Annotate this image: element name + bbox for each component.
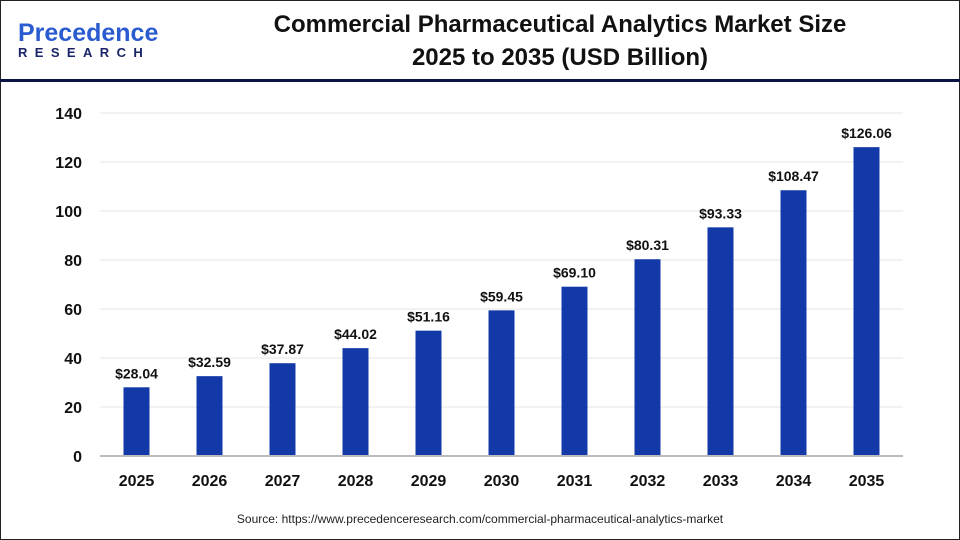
data-label: $126.06: [841, 125, 892, 141]
x-tick-label: 2033: [703, 473, 739, 490]
x-tick-label: 2025: [119, 473, 155, 490]
data-label: $108.47: [768, 168, 819, 184]
logo-subtext: RESEARCH: [18, 45, 151, 60]
bar: [853, 147, 880, 456]
bar: [780, 190, 807, 456]
x-tick-label: 2030: [484, 473, 520, 490]
data-label: $69.10: [553, 265, 596, 281]
x-tick-label: 2028: [338, 473, 374, 490]
data-label: $37.87: [261, 341, 304, 357]
data-label: $44.02: [334, 326, 377, 342]
bar: [196, 376, 223, 456]
bar: [342, 348, 369, 456]
y-tick-label: 60: [64, 302, 82, 319]
bar: [415, 330, 442, 456]
x-tick-label: 2032: [630, 473, 666, 490]
data-label: $28.04: [115, 365, 158, 381]
data-label: $93.33: [699, 205, 742, 221]
y-tick-label: 100: [55, 204, 82, 221]
bar: [634, 259, 661, 456]
header-divider: [0, 79, 960, 82]
y-tick-label: 120: [55, 155, 82, 172]
bar: [488, 310, 515, 456]
chart-title: Commercial Pharmaceutical Analytics Mark…: [190, 8, 930, 74]
bar: [123, 387, 150, 456]
data-label: $59.45: [480, 288, 523, 304]
x-tick-label: 2029: [411, 473, 447, 490]
data-label: $80.31: [626, 237, 669, 253]
title-line-2: 2025 to 2035 (USD Billion): [411, 44, 709, 71]
x-tick-label: 2035: [849, 473, 885, 490]
title-line-1: Commercial Pharmaceutical Analytics Mark…: [273, 11, 847, 38]
data-label: $32.59: [188, 354, 231, 370]
y-tick-label: 0: [73, 449, 82, 466]
y-tick-label: 140: [55, 106, 82, 123]
x-tick-label: 2026: [192, 473, 228, 490]
y-tick-label: 40: [64, 351, 82, 368]
logo: Precedence RESEARCH: [18, 20, 158, 60]
x-tick-label: 2034: [776, 473, 812, 490]
y-tick-label: 20: [64, 400, 82, 417]
bar: [561, 286, 588, 456]
y-tick-label: 80: [64, 253, 82, 270]
bar: [707, 227, 734, 456]
data-label: $51.16: [407, 309, 450, 325]
bar: [269, 363, 296, 456]
x-tick-label: 2027: [265, 473, 301, 490]
logo-wordmark: Precedence: [18, 19, 159, 47]
source-note: Source: https://www.precedenceresearch.c…: [236, 512, 724, 526]
x-tick-label: 2031: [557, 473, 593, 490]
